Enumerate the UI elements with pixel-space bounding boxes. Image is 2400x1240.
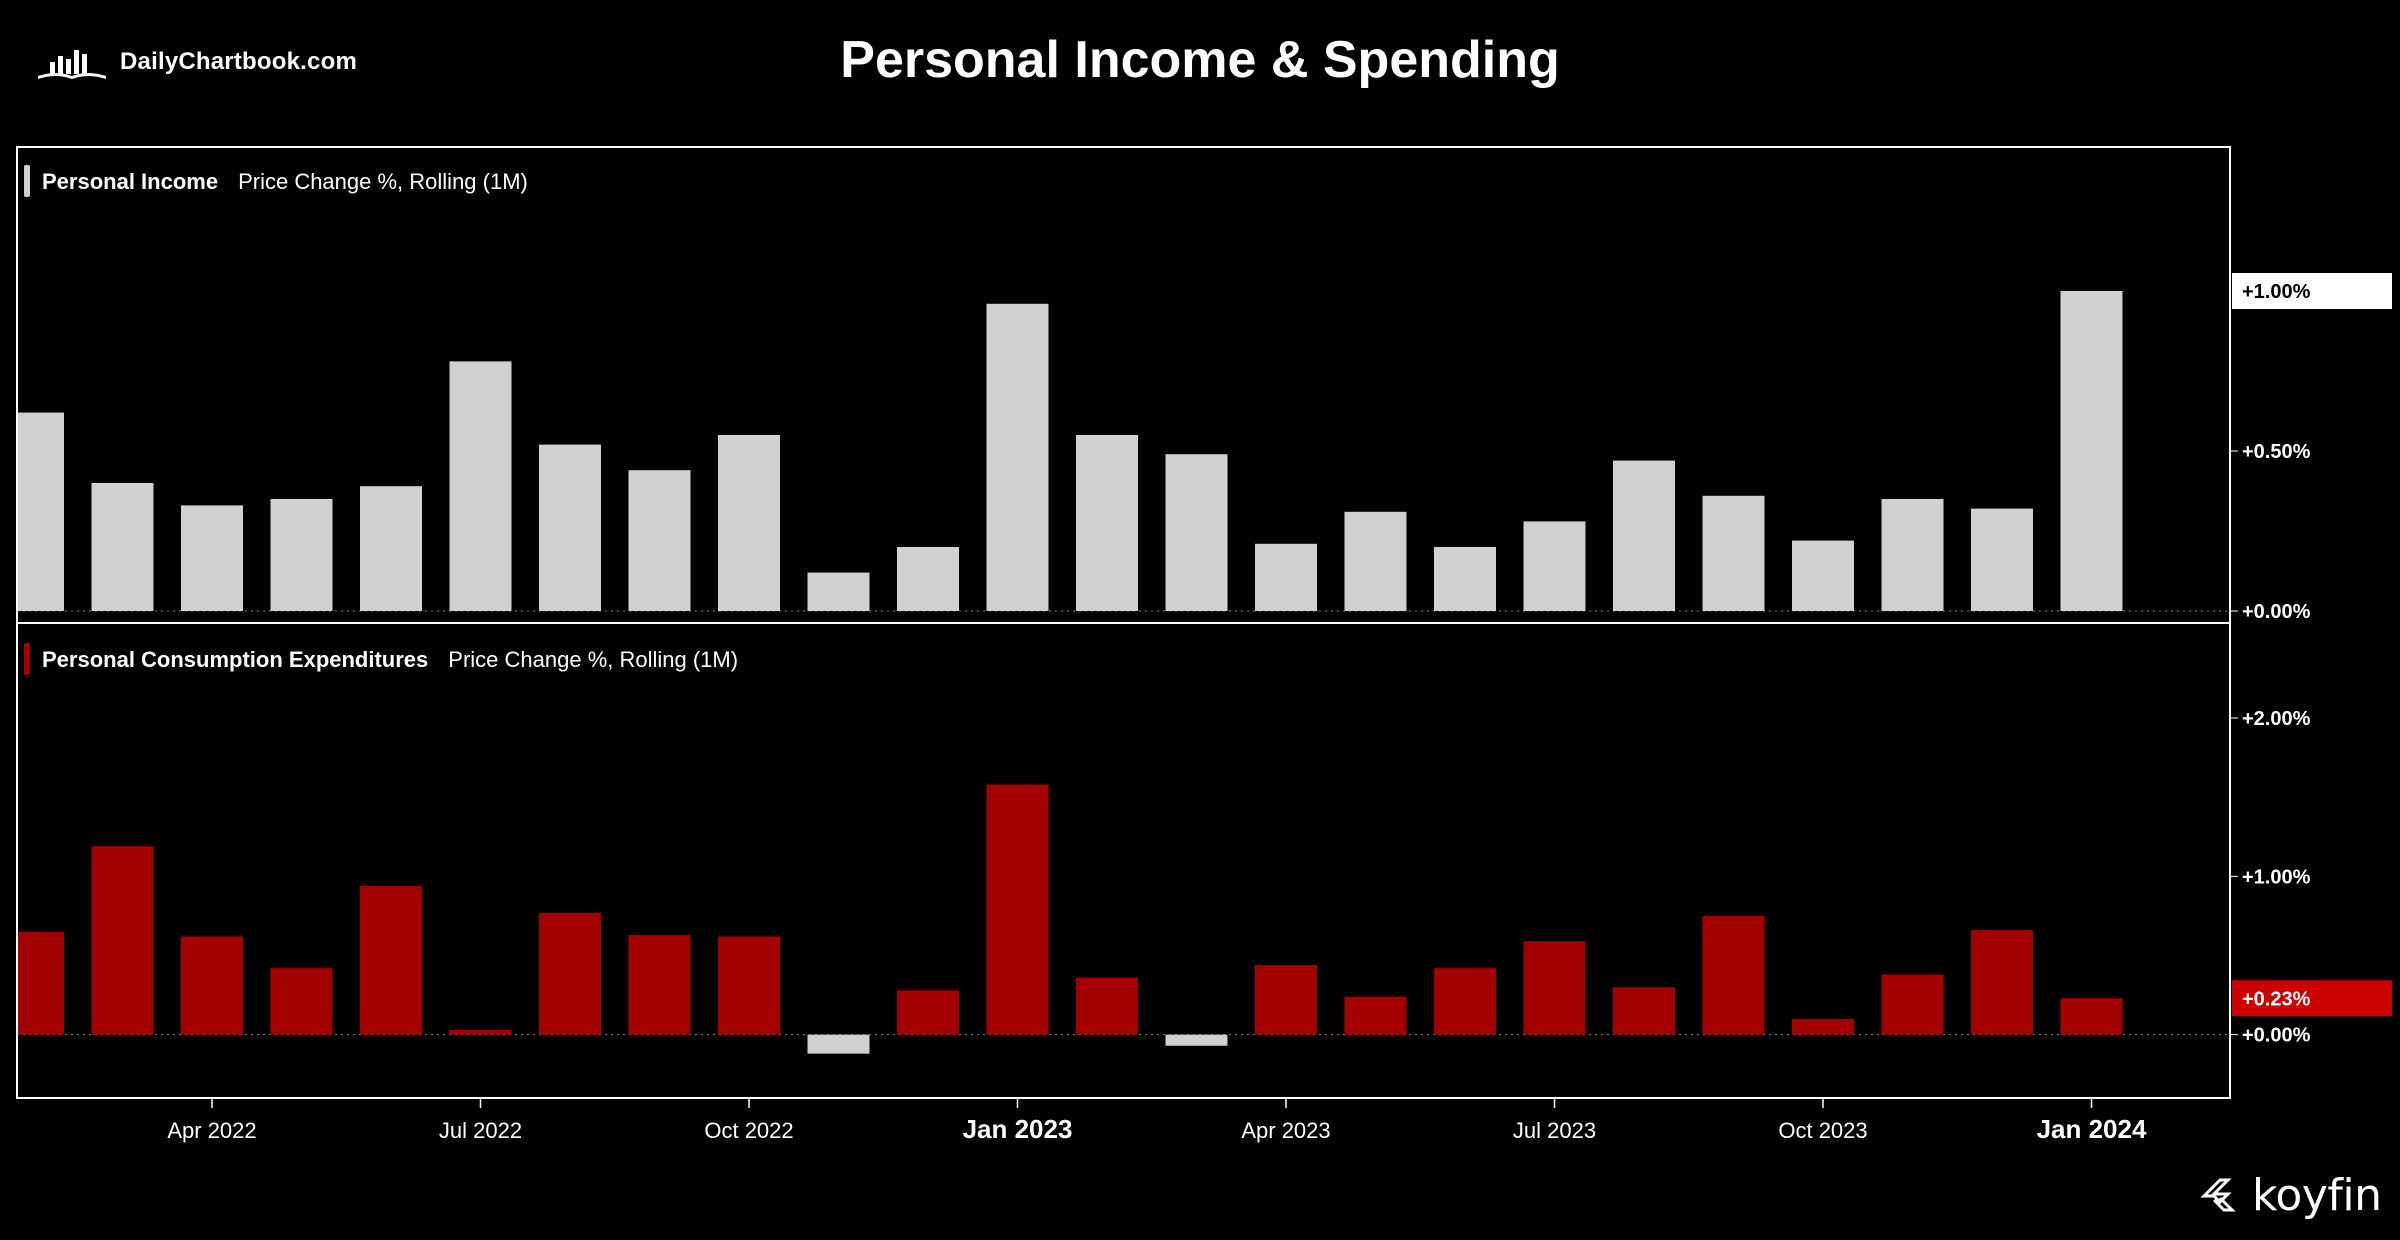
bar (1613, 460, 1675, 611)
brand-name: DailyChartbook.com (120, 48, 357, 75)
bar (1434, 547, 1496, 611)
panel-title: Personal Consumption Expenditures (42, 647, 428, 672)
bar (1702, 495, 1765, 611)
bar (181, 505, 243, 611)
koyfin-logo-icon (2200, 1178, 2236, 1211)
bar (897, 547, 959, 611)
bar (1971, 930, 2033, 1035)
bar (986, 784, 1049, 1035)
y-tick-label: +2.00% (2242, 708, 2311, 730)
bar (718, 435, 780, 611)
bar (1076, 435, 1138, 611)
bar (18, 931, 64, 1035)
chartbook-logo-icon (38, 50, 106, 79)
panel-subtitle: Price Change %, Rolling (1M) (238, 169, 528, 194)
y-tick-label: +1.00% (2242, 866, 2311, 888)
last-value-badge (2232, 980, 2392, 1017)
bar (1076, 977, 1138, 1035)
bar (270, 499, 333, 611)
income-panel: Personal Income Price Change %, Rolling (… (17, 165, 2392, 623)
bar (360, 486, 422, 611)
panel-marker (24, 165, 30, 197)
bar (1255, 543, 1317, 611)
bar (807, 1034, 870, 1054)
x-tick-label: Jul 2023 (1513, 1118, 1596, 1143)
bar (807, 572, 870, 611)
bar (449, 361, 512, 611)
y-tick-label: +0.00% (2242, 1025, 2311, 1047)
bar (2060, 291, 2123, 611)
header-logo: DailyChartbook.com (36, 44, 357, 80)
bar (986, 303, 1049, 611)
x-tick-label: Jan 2024 (2037, 1114, 2147, 1144)
bar (1792, 540, 1854, 611)
last-value-badge (2232, 273, 2392, 309)
bar (897, 990, 959, 1035)
bar (2060, 998, 2123, 1035)
bar (1613, 987, 1675, 1035)
bar (18, 412, 64, 611)
bar (1255, 965, 1317, 1035)
bar (1792, 1018, 1854, 1035)
pce-panel: Personal Consumption Expenditures Price C… (17, 643, 2392, 1054)
page-title: Personal Income & Spending (840, 31, 1560, 89)
last-value-label: +1.00% (2242, 281, 2311, 303)
bar (1165, 454, 1228, 611)
last-value-label: +0.23% (2242, 988, 2311, 1010)
bar (1523, 521, 1586, 611)
bar (270, 968, 333, 1035)
x-axis: Apr 2022 Jul 2022 Oct 2022 Jan 2023 Apr 2023… (167, 1098, 2147, 1144)
x-tick-label: Jan 2023 (963, 1114, 1073, 1144)
bar (1881, 499, 1944, 611)
bar (1523, 941, 1586, 1035)
bar (718, 936, 780, 1035)
bar (181, 936, 243, 1035)
bar (1165, 1034, 1228, 1046)
panel-subtitle: Price Change %, Rolling (1M) (448, 647, 738, 672)
y-tick-label: +0.50% (2242, 441, 2311, 463)
koyfin-brand: koyfin (2252, 1170, 2382, 1221)
bar (1344, 996, 1407, 1035)
x-tick-label: Oct 2022 (704, 1118, 793, 1143)
x-tick-label: Apr 2022 (167, 1118, 256, 1143)
y-tick-label: +0.00% (2242, 601, 2311, 623)
bar (1344, 511, 1407, 611)
bar (628, 934, 691, 1035)
bar (539, 444, 601, 611)
bar (91, 846, 154, 1035)
bar (1971, 508, 2033, 611)
bar (360, 885, 422, 1035)
x-tick-label: Apr 2023 (1241, 1118, 1330, 1143)
panel-marker (24, 643, 30, 675)
bar (1434, 968, 1496, 1035)
x-tick-label: Oct 2023 (1778, 1118, 1867, 1143)
bar (1881, 974, 1944, 1035)
bar (1702, 915, 1765, 1035)
bar (449, 1029, 512, 1035)
x-tick-label: Jul 2022 (439, 1118, 522, 1143)
koyfin-logo: koyfin (2200, 1170, 2382, 1221)
bar (628, 470, 691, 611)
bar (91, 483, 154, 611)
chart-frame (16, 146, 2231, 1099)
bar (539, 912, 601, 1035)
panel-title: Personal Income (42, 169, 218, 194)
